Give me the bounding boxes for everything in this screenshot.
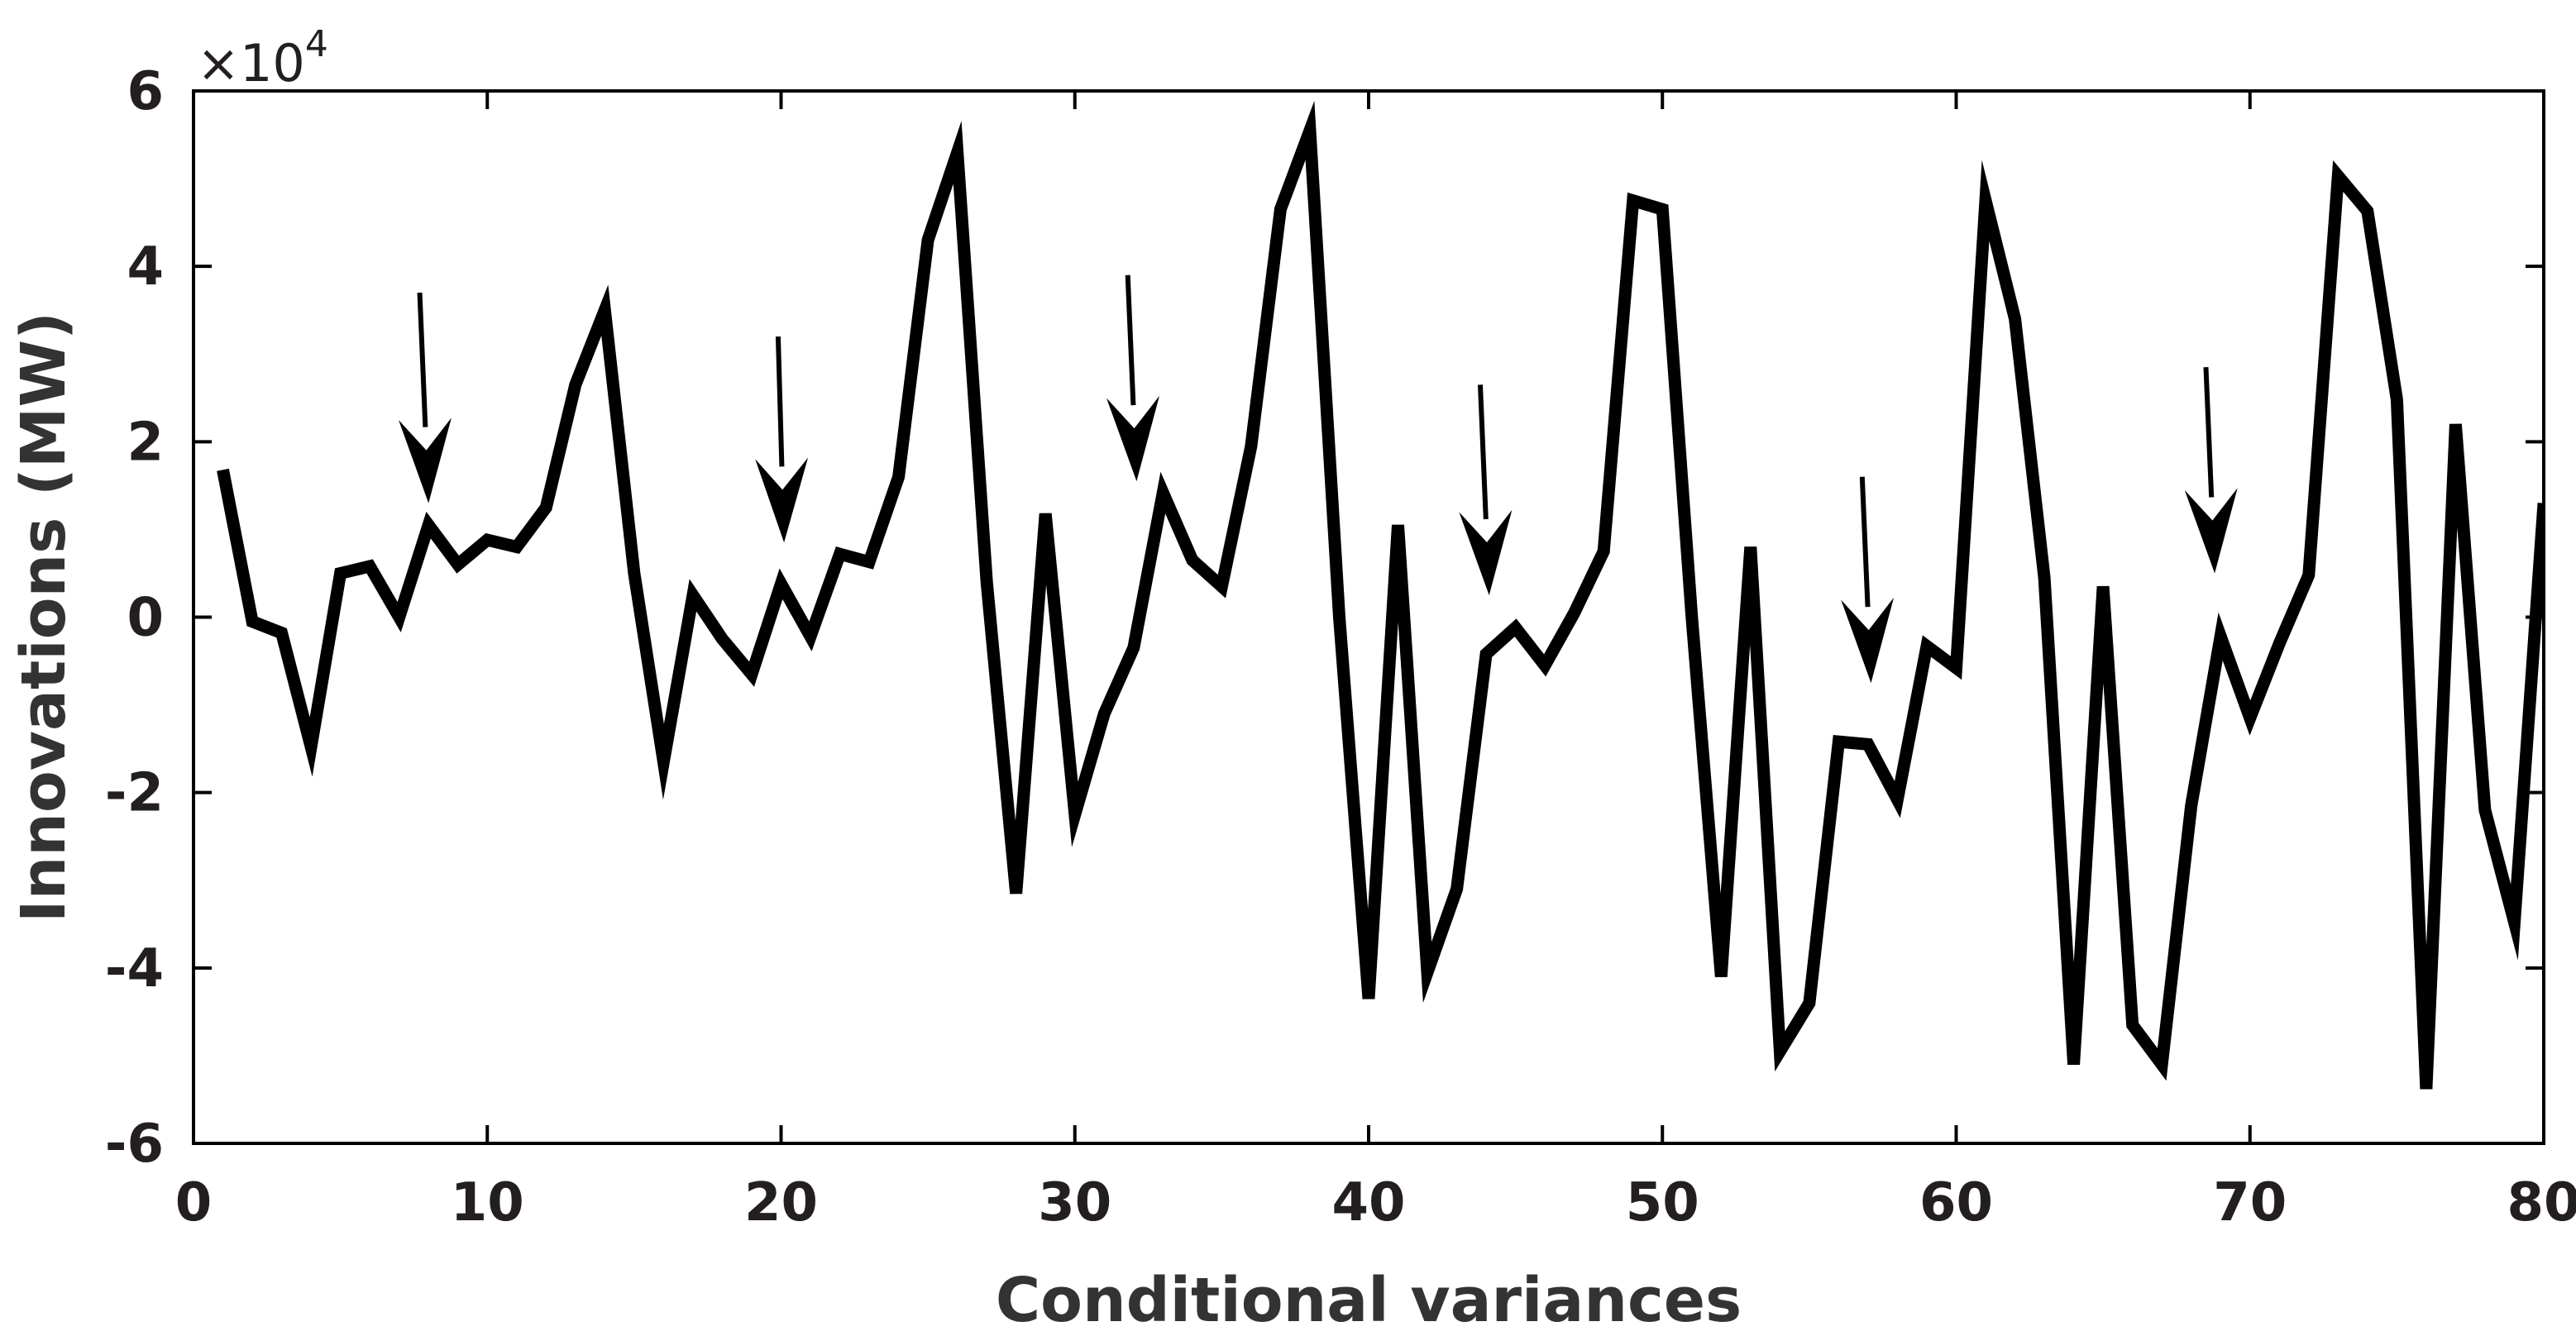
arrow-shaft xyxy=(2203,367,2215,498)
annotation-arrow xyxy=(1459,384,1513,595)
y-axis-title: Innovations (MW) xyxy=(8,312,79,923)
y-exponent-power: 4 xyxy=(305,23,328,65)
arrow-head xyxy=(755,457,809,543)
arrow-shaft xyxy=(1125,274,1136,406)
x-tick-label: 60 xyxy=(1919,1172,1993,1233)
annotation-arrow xyxy=(1106,274,1159,482)
y-exponent-base: ×10 xyxy=(197,33,305,93)
annotation-arrow xyxy=(2184,367,2238,574)
annotation-arrow xyxy=(1841,476,1895,684)
y-tick-label: -4 xyxy=(105,938,164,1000)
arrow-shaft xyxy=(1477,384,1489,520)
arrow-shaft xyxy=(417,292,428,427)
y-tick-label: 6 xyxy=(127,61,164,122)
x-tick-label: 70 xyxy=(2213,1172,2287,1233)
arrow-head xyxy=(1106,395,1159,482)
y-tick-label: -2 xyxy=(105,763,164,824)
axis-ticks xyxy=(192,89,2545,1145)
y-tick-label: 4 xyxy=(127,236,164,298)
arrow-head xyxy=(399,418,452,503)
annotation-arrow xyxy=(755,336,809,543)
y-tick-label: -6 xyxy=(105,1114,164,1175)
plot-area xyxy=(192,89,2545,1145)
arrow-shaft xyxy=(775,336,785,467)
arrow-head xyxy=(1841,597,1895,684)
x-tick-label: 50 xyxy=(1626,1172,1699,1233)
x-tick-label: 10 xyxy=(451,1172,524,1233)
y-exponent-label: ×104 xyxy=(197,23,328,93)
y-tick-label: 0 xyxy=(127,588,164,649)
x-tick-label: 0 xyxy=(175,1172,213,1233)
x-tick-label: 80 xyxy=(2507,1172,2576,1233)
annotation-arrow xyxy=(399,292,452,503)
x-axis-title: Conditional variances xyxy=(996,1265,1742,1336)
x-tick-label: 40 xyxy=(1331,1172,1405,1233)
arrow-head xyxy=(2184,488,2238,574)
tick-labels: 0 10 20 30 40 50 60 70 80 -6 -4 -2 0 2 4 6 xyxy=(105,61,2576,1233)
arrow-shaft xyxy=(1859,476,1871,608)
x-tick-label: 20 xyxy=(744,1172,818,1233)
x-tick-label: 30 xyxy=(1038,1172,1111,1233)
series-line xyxy=(217,100,2544,1090)
y-tick-label: 2 xyxy=(127,412,164,473)
arrow-head xyxy=(1459,509,1513,595)
